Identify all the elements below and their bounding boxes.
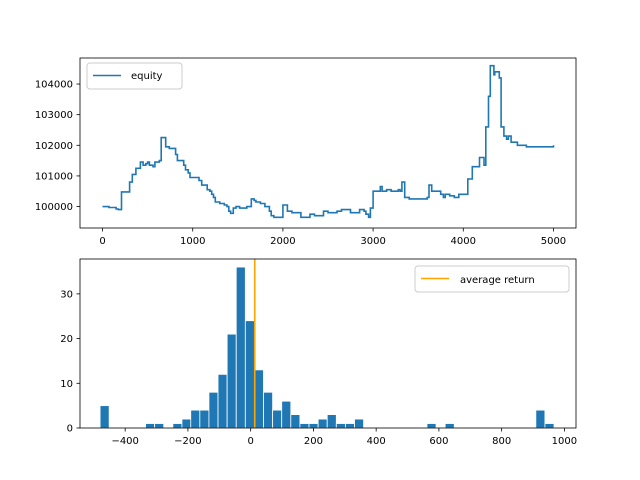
histogram-x-tick-label: 400 (367, 436, 386, 447)
histogram-bar (263, 391, 273, 429)
histogram-bar (354, 418, 364, 429)
equity-line (102, 64, 555, 219)
histogram-axes-frame (79, 258, 577, 429)
histogram-axis-ticks: −400 −200 0 200 400 600 800 1000 0 10 20 30 (60, 289, 577, 447)
equity-x-tick-label: 1000 (180, 236, 205, 247)
histogram-y-tick-label: 30 (60, 289, 73, 300)
histogram-legend-frame (414, 265, 570, 293)
histogram-bar (244, 320, 255, 429)
histogram-bar (217, 373, 228, 429)
histogram-bar (190, 409, 201, 429)
histogram-bar (317, 418, 328, 429)
histogram-x-tick-label: 1000 (552, 436, 577, 447)
histogram-bar (208, 391, 219, 429)
equity-axes-frame (79, 57, 577, 229)
equity-plot-area (79, 57, 577, 229)
histogram-bar (145, 423, 156, 429)
equity-y-tick-label: 104000 (35, 80, 73, 91)
histogram-bar (226, 333, 237, 429)
histogram-bar (335, 423, 346, 429)
equity-y-tick-label: 101000 (35, 171, 73, 182)
histogram-axes: −400 −200 0 200 400 600 800 1000 0 10 20 30 average… (60, 258, 577, 447)
histogram-bar (181, 418, 192, 429)
equity-x-tick-label: 2000 (270, 236, 295, 247)
histogram-x-tick-label: 800 (492, 436, 511, 447)
histogram-x-tick-label: 600 (429, 436, 448, 447)
equity-legend-frame (86, 62, 183, 90)
equity-legend: equity (86, 62, 183, 90)
histogram-bar (281, 400, 292, 429)
equity-y-tick-label: 100000 (35, 202, 73, 213)
equity-x-tick-label: 3000 (360, 236, 385, 247)
equity-y-tick-label: 103000 (35, 110, 73, 121)
histogram-bar (99, 405, 110, 429)
histogram-bar (326, 414, 337, 429)
average-return-legend-label: average return (460, 275, 535, 286)
histogram-y-tick-label: 10 (60, 379, 73, 390)
equity-x-tick-label: 5000 (541, 236, 566, 247)
equity-y-tick-label: 102000 (35, 141, 73, 152)
histogram-x-tick-label: −200 (174, 436, 201, 447)
histogram-bar (172, 423, 183, 429)
histogram-x-tick-label: 0 (247, 436, 253, 447)
histogram-bar (290, 414, 301, 429)
histogram-bar (535, 409, 546, 429)
histogram-bar (544, 423, 555, 429)
histogram-bar (272, 409, 283, 429)
histogram-bar (235, 266, 246, 429)
histogram-bar (308, 423, 319, 429)
equity-x-tick-label: 0 (99, 236, 105, 247)
equity-x-tick-label: 4000 (451, 236, 476, 247)
histogram-y-tick-label: 0 (67, 424, 73, 435)
equity-axis-ticks: 0 1000 2000 3000 4000 5000 100000 101000 102000 1… (35, 80, 566, 247)
histogram-bar (199, 409, 210, 429)
histogram-y-tick-label: 20 (60, 334, 73, 345)
histogram-bar (444, 423, 455, 429)
histogram-bar (154, 423, 165, 429)
histogram-x-tick-label: 200 (304, 436, 323, 447)
histogram-legend: average return (414, 265, 570, 293)
histogram-bar (299, 423, 310, 429)
histogram-bar (345, 423, 355, 429)
histogram-bar (254, 369, 264, 429)
equity-axes: 0 1000 2000 3000 4000 5000 100000 101000 102000 1… (35, 57, 577, 247)
histogram-plot-area (79, 258, 577, 429)
equity-legend-label: equity (131, 71, 163, 82)
histogram-x-tick-label: −400 (111, 436, 138, 447)
histogram-bar (426, 423, 437, 429)
